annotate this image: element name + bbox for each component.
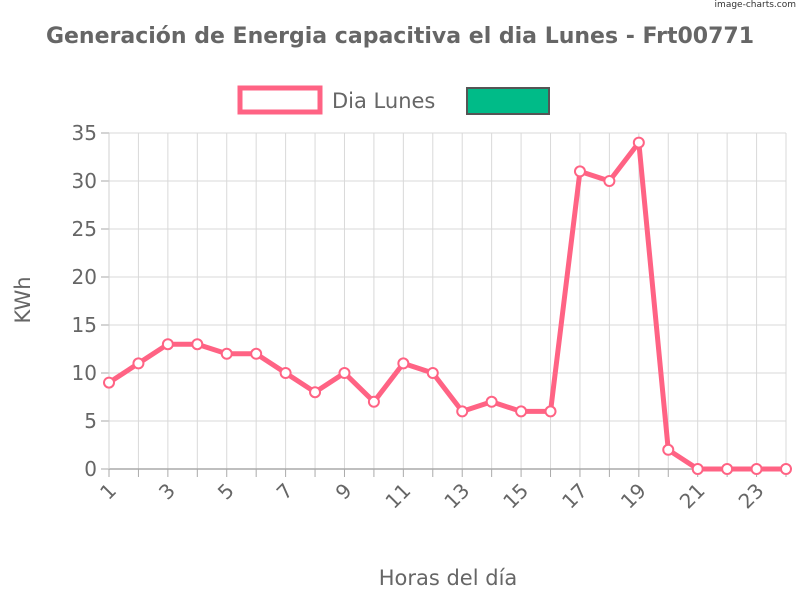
x-tick-label: 23 — [734, 478, 769, 513]
y-tick-label: 0 — [84, 457, 97, 481]
x-tick-labels: 1 3 5 7 9 11 13 15 17 19 21 23 — [95, 478, 769, 513]
x-tick-label: 1 — [95, 478, 121, 504]
x-tick-label: 11 — [380, 478, 415, 513]
data-point[interactable] — [662, 443, 675, 456]
legend-label-dia-lunes: Dia Lunes — [332, 89, 435, 113]
axes — [101, 132, 787, 477]
data-point[interactable] — [780, 463, 792, 475]
y-tick-label: 30 — [72, 169, 97, 193]
data-point[interactable] — [338, 367, 351, 379]
data-point[interactable] — [426, 367, 439, 379]
y-tick-label: 25 — [72, 217, 97, 241]
data-point[interactable] — [367, 395, 380, 408]
y-tick-labels: 0 5 10 15 20 25 30 35 — [72, 121, 97, 481]
x-tick-label: 9 — [331, 478, 357, 504]
data-point[interactable] — [161, 338, 174, 351]
data-point[interactable] — [397, 357, 410, 370]
data-point[interactable] — [632, 136, 645, 149]
y-tick-label: 20 — [72, 265, 97, 289]
data-point[interactable] — [309, 386, 322, 399]
x-tick-label: 19 — [616, 478, 651, 513]
data-point[interactable] — [103, 376, 115, 389]
series-line-dia-lunes — [106, 140, 789, 472]
legend-swatch-dia-lunes[interactable] — [237, 85, 323, 115]
data-point[interactable] — [515, 405, 528, 418]
data-point[interactable] — [485, 395, 498, 408]
x-tick-label: 3 — [154, 478, 180, 504]
y-tick-label: 5 — [84, 409, 97, 433]
data-point[interactable] — [750, 463, 763, 475]
chart-title: Generación de Energia capacitiva el dia … — [46, 24, 754, 49]
x-tick-label: 7 — [272, 478, 298, 504]
data-point[interactable] — [220, 347, 233, 360]
x-axis-label: Horas del día — [379, 566, 518, 590]
watermark: image-charts.com — [714, 0, 796, 10]
data-point[interactable] — [573, 165, 586, 178]
data-point[interactable] — [544, 405, 557, 418]
data-point[interactable] — [691, 463, 704, 475]
data-point[interactable] — [603, 175, 616, 187]
data-point[interactable] — [456, 405, 469, 418]
y-tick-label: 15 — [72, 313, 97, 337]
y-tick-label: 10 — [72, 361, 97, 385]
x-tick-label: 17 — [557, 478, 592, 513]
data-point[interactable] — [132, 357, 145, 370]
data-point[interactable] — [191, 338, 204, 351]
grid — [108, 132, 787, 470]
series-dia-lunes — [103, 136, 792, 475]
legend: Dia Lunes — [237, 85, 550, 115]
y-tick-label: 35 — [72, 121, 97, 145]
data-point[interactable] — [250, 347, 263, 360]
data-point[interactable] — [279, 367, 292, 379]
legend-swatch-series-2[interactable] — [466, 87, 550, 115]
x-tick-label: 13 — [439, 478, 474, 513]
x-tick-label: 21 — [675, 478, 710, 513]
x-tick-label: 15 — [498, 478, 533, 513]
y-axis-label: KWh — [11, 276, 35, 323]
data-point[interactable] — [721, 463, 734, 475]
x-tick-label: 5 — [213, 478, 239, 504]
